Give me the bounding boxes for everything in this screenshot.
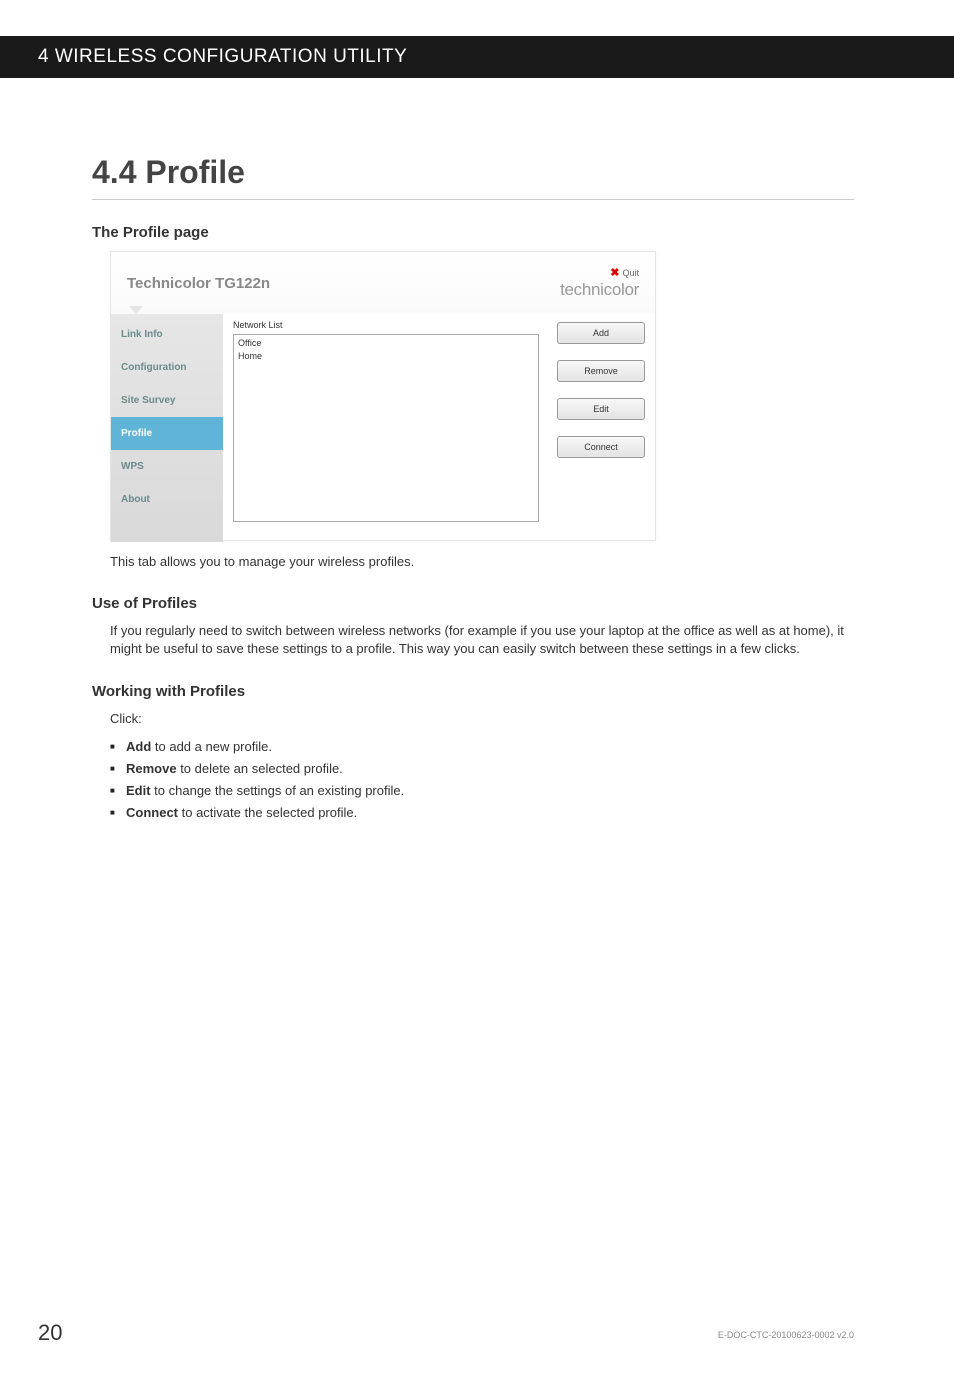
action-connect-label: Connect: [126, 805, 178, 820]
nav-link-info[interactable]: Link Info: [111, 318, 223, 351]
page-number: 20: [38, 1320, 62, 1346]
action-edit-text: to change the settings of an existing pr…: [151, 783, 405, 798]
actions-list: Add to add a new profile. Remove to dele…: [110, 736, 854, 824]
quit-label: Quit: [622, 269, 639, 278]
utility-window: Technicolor TG122n ✖ Quit technicolor Li…: [110, 251, 656, 541]
action-remove-label: Remove: [126, 761, 177, 776]
list-item[interactable]: Office: [238, 337, 534, 350]
action-add-text: to add a new profile.: [151, 739, 272, 754]
section-title: 4.4 Profile: [92, 154, 854, 200]
add-button[interactable]: Add: [557, 322, 645, 344]
subsection-working-with-profiles: Working with Profiles: [92, 683, 854, 700]
list-item: Connect to activate the selected profile…: [110, 802, 854, 824]
button-column: Add Remove Edit Connect: [557, 320, 645, 536]
decorative-color-strip: [130, 78, 954, 122]
strip-segment-2: [268, 78, 663, 122]
network-list-label: Network List: [233, 320, 539, 330]
action-connect-text: to activate the selected profile.: [178, 805, 357, 820]
nav-configuration[interactable]: Configuration: [111, 351, 223, 384]
window-title: Technicolor TG122n: [127, 275, 270, 292]
chapter-header: 4 WIRELESS CONFIGURATION UTILITY: [0, 36, 954, 78]
document-id: E-DOC-CTC-20100623-0002 v2.0: [718, 1330, 854, 1340]
close-icon: ✖: [610, 268, 619, 279]
chapter-label: 4 WIRELESS CONFIGURATION UTILITY: [38, 46, 407, 68]
list-item: Edit to change the settings of an existi…: [110, 780, 854, 802]
main-panel: Network List Office Home Add Remove Edit…: [223, 314, 655, 542]
list-item: Add to add a new profile.: [110, 736, 854, 758]
list-item: Remove to delete an selected profile.: [110, 758, 854, 780]
network-list[interactable]: Office Home: [233, 334, 539, 522]
brand-logo: technicolor: [560, 281, 639, 298]
subsection-use-of-profiles: Use of Profiles: [92, 595, 854, 612]
profile-page-caption: This tab allows you to manage your wirel…: [110, 553, 854, 571]
action-edit-label: Edit: [126, 783, 151, 798]
window-body: Link Info Configuration Site Survey Prof…: [111, 314, 655, 542]
working-intro: Click:: [110, 710, 854, 728]
nav-about[interactable]: About: [111, 483, 223, 516]
nav-wps[interactable]: WPS: [111, 450, 223, 483]
sidebar-nav: Link Info Configuration Site Survey Prof…: [111, 314, 223, 542]
list-item[interactable]: Home: [238, 350, 534, 363]
window-titlebar: Technicolor TG122n ✖ Quit technicolor: [111, 252, 655, 314]
quit-button[interactable]: ✖ Quit: [560, 268, 639, 279]
edit-button[interactable]: Edit: [557, 398, 645, 420]
subsection-profile-page: The Profile page: [92, 224, 854, 241]
action-remove-text: to delete an selected profile.: [177, 761, 343, 776]
nav-profile[interactable]: Profile: [111, 417, 223, 450]
nav-site-survey[interactable]: Site Survey: [111, 384, 223, 417]
strip-segment-3: [663, 78, 783, 122]
connect-button[interactable]: Connect: [557, 436, 645, 458]
network-list-column: Network List Office Home: [233, 320, 539, 536]
action-add-label: Add: [126, 739, 151, 754]
strip-segment-1: [130, 78, 268, 122]
window-brand-area: ✖ Quit technicolor: [560, 268, 639, 298]
remove-button[interactable]: Remove: [557, 360, 645, 382]
use-of-profiles-text: If you regularly need to switch between …: [110, 622, 854, 658]
page-content: 4.4 Profile The Profile page Technicolor…: [0, 154, 954, 824]
